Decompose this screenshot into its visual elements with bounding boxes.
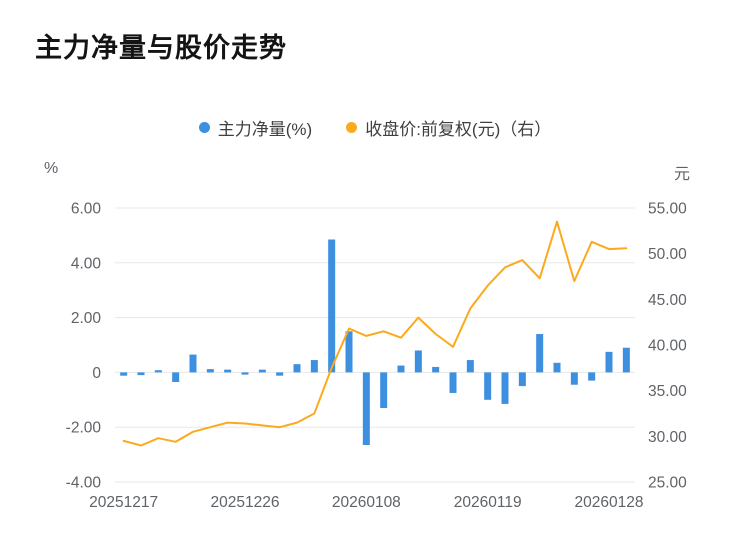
bar-main-net-volume	[241, 372, 249, 375]
bar-main-net-volume	[362, 372, 370, 446]
bar-main-net-volume	[449, 372, 457, 393]
y-axis-tick-left: 0	[92, 365, 101, 382]
bar-main-net-volume	[380, 372, 388, 409]
left-axis-unit: %	[44, 160, 59, 177]
y-axis-tick-right: 50.00	[648, 246, 687, 263]
bar-main-net-volume	[536, 334, 544, 373]
bar-main-net-volume	[397, 365, 405, 373]
y-axis-tick-right: 30.00	[648, 429, 687, 446]
bar-main-net-volume	[414, 350, 422, 373]
x-axis-tick: 20260128	[575, 494, 644, 511]
y-axis-tick-left: 6.00	[71, 201, 102, 218]
bar-main-net-volume	[293, 364, 301, 373]
y-axis-tick-right: 55.00	[648, 201, 687, 218]
x-axis-tick: 20260119	[454, 494, 522, 511]
bar-main-net-volume	[258, 369, 266, 373]
legend-item-close-price[interactable]: 收盘价:前复权(元)（右）	[346, 115, 551, 140]
bar-main-net-volume	[328, 239, 336, 373]
legend-dot-orange-icon	[346, 122, 358, 133]
legend-label-main-net-volume: 主力净量(%)	[217, 120, 313, 139]
bar-main-net-volume	[588, 372, 596, 381]
bar-main-net-volume	[224, 369, 232, 373]
legend-label-close-price: 收盘价:前复权(元)（右）	[365, 120, 552, 139]
bar-main-net-volume	[189, 354, 197, 373]
x-axis-tick: 20251217	[89, 494, 158, 511]
y-axis-tick-left: -2.00	[66, 420, 102, 437]
bar-main-net-volume	[553, 362, 561, 373]
bar-main-net-volume	[432, 366, 440, 373]
y-axis-tick-right: 25.00	[648, 475, 687, 492]
legend-item-main-net-volume[interactable]: 主力净量(%)	[198, 115, 313, 140]
bar-main-net-volume	[206, 369, 214, 373]
bar-main-net-volume	[137, 372, 145, 376]
y-axis-tick-left: 2.00	[71, 310, 102, 327]
right-axis-unit: 元	[674, 166, 691, 183]
bar-main-net-volume	[154, 370, 162, 373]
chart-title: 主力净量与股价走势	[35, 33, 287, 63]
bar-main-net-volume	[501, 372, 509, 404]
bar-main-net-volume	[172, 372, 180, 382]
bar-main-net-volume	[345, 331, 353, 373]
x-axis-tick: 20251226	[211, 494, 280, 511]
bar-main-net-volume	[622, 347, 630, 373]
y-axis-tick-left: -4.00	[66, 475, 102, 492]
y-axis-tick-right: 40.00	[648, 338, 687, 355]
line-close-price	[122, 220, 628, 447]
bar-main-net-volume	[276, 372, 284, 376]
bar-main-net-volume	[466, 360, 474, 373]
y-axis-tick-left: 4.00	[71, 255, 102, 272]
x-axis-tick: 20260108	[332, 494, 401, 511]
y-axis-tick-right: 35.00	[648, 383, 687, 400]
bar-main-net-volume	[518, 372, 526, 387]
bar-main-net-volume	[570, 372, 578, 385]
bar-main-net-volume	[120, 372, 128, 376]
bar-main-net-volume	[310, 360, 318, 373]
bar-main-net-volume	[484, 372, 492, 400]
legend: 主力净量(%) 收盘价:前复权(元)（右）	[0, 115, 750, 140]
bar-main-net-volume	[605, 351, 613, 373]
y-axis-tick-right: 45.00	[648, 292, 687, 309]
legend-dot-blue-icon	[198, 122, 210, 133]
